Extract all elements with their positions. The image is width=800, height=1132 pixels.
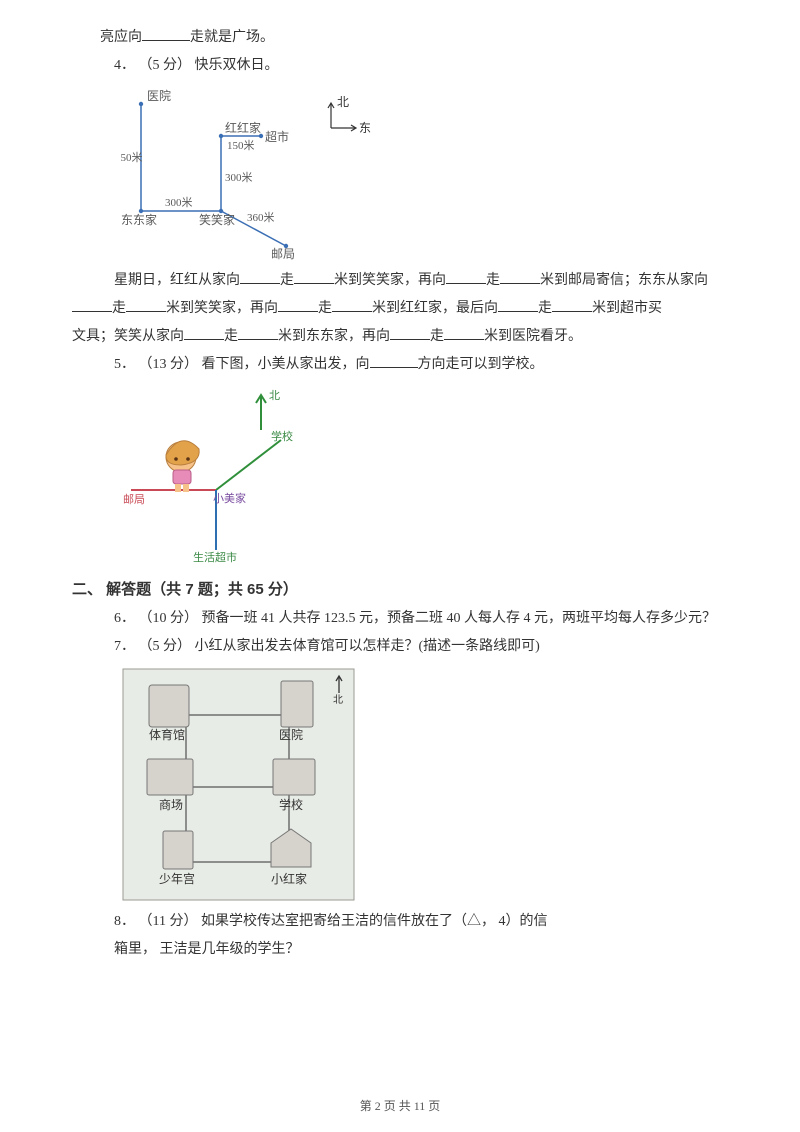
lbl-450: 450米 xyxy=(121,151,143,164)
q5-north: 北 xyxy=(269,389,280,402)
q6-number: 6． xyxy=(114,611,135,626)
q8-number: 8． xyxy=(114,914,135,929)
q5-pre: 看下图，小美从家出发，向 xyxy=(202,357,370,372)
top-text-b: 走就是广场。 xyxy=(190,30,274,45)
q6-text: 预备一班 41 人共存 123.5 元，预备二班 40 人每人存 4 元，两班平… xyxy=(202,611,717,626)
lbl-xiaoxiao: 笑笑家 xyxy=(199,212,235,227)
q8-points: （11 分） xyxy=(139,914,198,929)
q5-post: 方向走可以到学校。 xyxy=(418,357,544,372)
compass-n: 北 xyxy=(337,95,349,109)
q5-diagram: 北 学校 小美家 邮局 生活超市 xyxy=(121,385,728,565)
q6: 6． （10 分） 预备一班 41 人共存 123.5 元，预备二班 40 人每… xyxy=(72,605,728,633)
lbl-dongdong: 东东家 xyxy=(121,212,157,227)
q5-super: 生活超市 xyxy=(193,550,237,564)
q7-points: （5 分） xyxy=(139,639,192,654)
page-footer: 第 2 页 共 11 页 xyxy=(0,1094,800,1118)
q4-points: （5 分） xyxy=(139,58,192,73)
q4-number: 4． xyxy=(114,58,135,73)
q4-diagram: 医院 东东家 笑笑家 红红家 超市 邮局 450米 300米 300米 150米… xyxy=(121,86,728,261)
q4-body-line1: 星期日，红红从家向走米到笑笑家，再向走米到邮局寄信；东东从家向 xyxy=(72,267,728,295)
lbl-honghong: 红红家 xyxy=(225,120,261,135)
q5-number: 5． xyxy=(114,357,135,372)
q8-line1: 8． （11 分） 如果学校传达室把寄给王洁的信件放在了（△， 4）的信 xyxy=(72,908,728,936)
compass-e: 东 xyxy=(359,121,371,135)
q4-body-line3: 文具；笑笑从家向走米到东东家，再向走米到医院看牙。 xyxy=(72,323,728,351)
lbl-post: 邮局 xyxy=(271,247,295,261)
q7: 7． （5 分） 小红从家出发去体育馆可以怎样走？(描述一条路线即可) xyxy=(72,633,728,661)
q7-text: 小红从家出发去体育馆可以怎样走？(描述一条路线即可) xyxy=(195,639,540,654)
lbl-300a: 300米 xyxy=(165,196,193,209)
q7-gym: 体育馆 xyxy=(149,727,185,742)
lbl-hospital: 医院 xyxy=(147,89,171,103)
blank xyxy=(142,27,190,41)
q5-school: 学校 xyxy=(271,429,293,443)
lbl-150: 150米 xyxy=(227,139,255,152)
q7-number: 7． xyxy=(114,639,135,654)
q7-north: 北 xyxy=(333,694,343,706)
q8-text-b: 箱里， 王洁是几年级的学生？ xyxy=(114,942,300,957)
q7-school: 学校 xyxy=(279,797,303,812)
q7-home: 小红家 xyxy=(271,871,307,886)
q8-text-a: 如果学校传达室把寄给王洁的信件放在了（△， 4）的信 xyxy=(201,914,548,929)
q5-points: （13 分） xyxy=(139,357,199,372)
lbl-super: 超市 xyxy=(265,129,289,144)
q4-title: 快乐双休日。 xyxy=(195,58,279,73)
q6-points: （10 分） xyxy=(139,611,199,626)
q4-body-line2: 走米到笑笑家，再向走米到红红家，最后向走米到超市买 xyxy=(72,295,728,323)
lbl-300b: 300米 xyxy=(225,171,253,184)
girl-icon xyxy=(166,441,199,492)
q7-hospital: 医院 xyxy=(279,728,303,742)
q5-heading: 5． （13 分） 看下图，小美从家出发，向 方向走可以到学校。 xyxy=(72,351,728,379)
q5-home: 小美家 xyxy=(213,491,246,505)
top-text-a: 亮应向 xyxy=(100,30,142,45)
q5-post: 邮局 xyxy=(123,493,145,506)
q8-line2: 箱里， 王洁是几年级的学生？ xyxy=(72,936,728,964)
q7-diagram: 北 体育馆 医院 商场 学校 少年宫 小红家 xyxy=(121,667,728,902)
lbl-360: 360米 xyxy=(247,211,275,224)
section2-title: 二、 解答题（共 7 题；共 65 分） xyxy=(72,575,728,605)
q7-mall: 商场 xyxy=(159,797,183,812)
top-fragment: 亮应向 走就是广场。 xyxy=(72,24,728,52)
q7-palace: 少年宫 xyxy=(159,871,195,886)
q4-heading: 4． （5 分） 快乐双休日。 xyxy=(72,52,728,80)
